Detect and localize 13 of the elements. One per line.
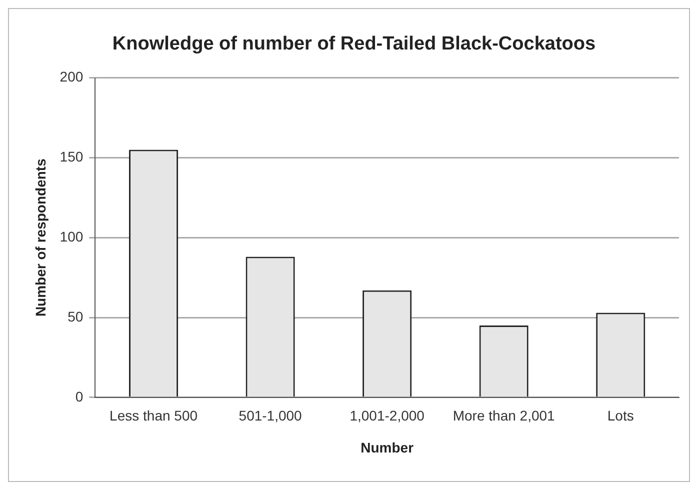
x-tick-label: Lots <box>607 408 634 424</box>
y-tick-label: 200 <box>60 68 84 85</box>
y-tick-label: 50 <box>68 308 84 324</box>
y-tick-label: 0 <box>75 388 84 404</box>
chart-title: Knowledge of number of Red-Tailed Black-Cockatoos <box>112 34 596 55</box>
x-tick-label: 501-1,000 <box>238 408 302 424</box>
y-axis-title: Number of respondents <box>32 158 48 317</box>
x-axis-title: Number <box>360 439 414 456</box>
x-tick-label: More than 2,001 <box>452 408 556 424</box>
x-tick-label: 1,001-2,000 <box>350 408 425 424</box>
y-tick-label: 100 <box>60 228 84 244</box>
y-tick-label: 150 <box>60 148 84 165</box>
x-tick-label: Less than 500 <box>110 408 198 424</box>
